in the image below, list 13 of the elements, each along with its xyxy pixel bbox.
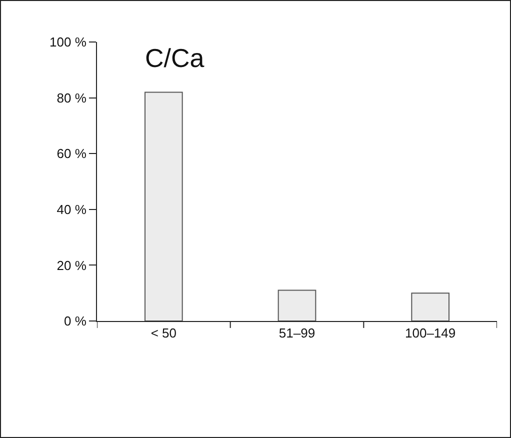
x-tick-label: 51–99: [278, 326, 316, 341]
bar: [278, 290, 316, 321]
chart-title: C/Ca: [145, 42, 205, 73]
bar: [411, 292, 450, 321]
y-tick-label: 40 %: [56, 202, 87, 217]
y-tick-label: 80 %: [56, 90, 87, 106]
x-tick-label: < 50: [150, 326, 177, 341]
y-tick-label: 0 %: [64, 314, 87, 329]
y-tick-label: 60 %: [56, 146, 87, 162]
y-tick-label: 20 %: [56, 258, 87, 273]
y-tick-label: 100 %: [50, 34, 87, 50]
bar: [144, 92, 183, 321]
x-tick-label: 100–149: [405, 326, 456, 341]
